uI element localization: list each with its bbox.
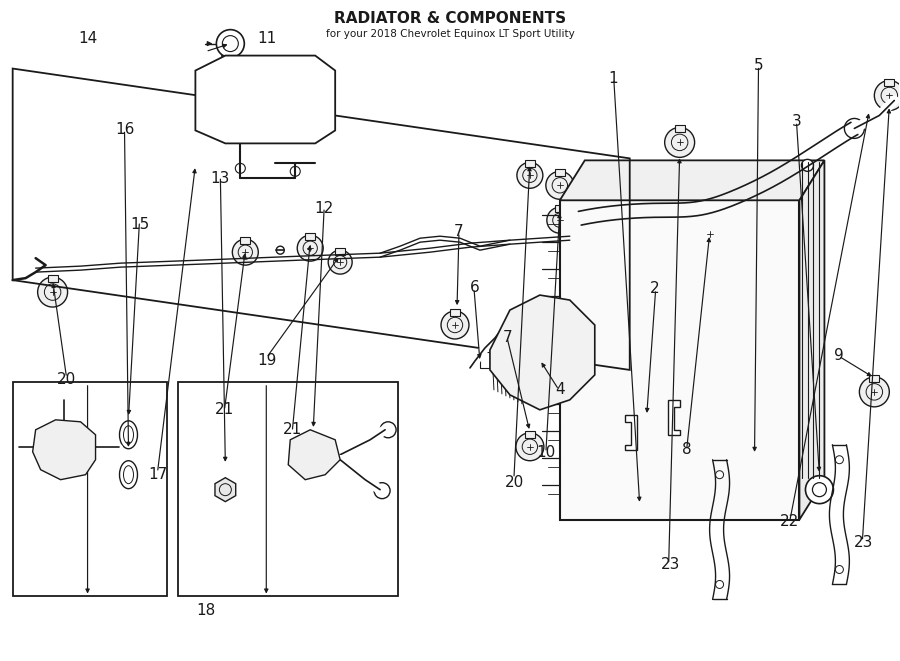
Text: 2: 2 (650, 281, 660, 295)
Text: 17: 17 (148, 467, 167, 482)
Polygon shape (240, 237, 250, 244)
Polygon shape (675, 126, 685, 132)
Polygon shape (869, 375, 879, 382)
Polygon shape (705, 218, 715, 225)
Polygon shape (490, 295, 595, 410)
Text: 14: 14 (78, 32, 97, 46)
Circle shape (516, 433, 544, 461)
Circle shape (441, 311, 469, 339)
Bar (178, 382, 398, 596)
Polygon shape (48, 275, 58, 282)
Text: 10: 10 (536, 445, 556, 460)
Circle shape (232, 239, 258, 265)
Polygon shape (554, 169, 565, 176)
Text: 21: 21 (284, 422, 302, 437)
Text: 21: 21 (215, 402, 234, 417)
Text: 22: 22 (780, 514, 799, 529)
Polygon shape (335, 248, 346, 255)
Polygon shape (560, 161, 824, 200)
Polygon shape (625, 415, 636, 449)
Text: 4: 4 (554, 382, 564, 397)
Text: 19: 19 (257, 353, 276, 368)
Text: 18: 18 (196, 603, 215, 617)
Polygon shape (668, 400, 680, 435)
Text: 11: 11 (257, 32, 276, 46)
Text: 23: 23 (854, 535, 873, 551)
Polygon shape (525, 161, 535, 167)
Text: 8: 8 (682, 442, 692, 457)
Ellipse shape (120, 421, 138, 449)
Polygon shape (885, 79, 895, 85)
Polygon shape (32, 420, 95, 480)
Text: 23: 23 (661, 557, 680, 572)
Text: 6: 6 (470, 280, 479, 295)
Text: 20: 20 (57, 372, 76, 387)
Ellipse shape (120, 461, 138, 488)
Text: 5: 5 (754, 58, 764, 73)
Text: 7: 7 (503, 330, 512, 344)
Polygon shape (450, 309, 460, 316)
Circle shape (860, 377, 889, 407)
Text: RADIATOR & COMPONENTS: RADIATOR & COMPONENTS (334, 11, 566, 26)
Text: 9: 9 (834, 348, 844, 363)
Text: 15: 15 (130, 217, 149, 233)
Polygon shape (799, 161, 824, 520)
Circle shape (276, 246, 284, 254)
Circle shape (665, 128, 695, 157)
Polygon shape (215, 478, 236, 502)
Circle shape (806, 476, 833, 504)
Circle shape (374, 483, 390, 498)
Text: 13: 13 (211, 171, 230, 186)
Text: 3: 3 (792, 114, 802, 129)
Circle shape (297, 235, 323, 261)
Circle shape (547, 208, 572, 233)
Polygon shape (195, 56, 335, 143)
Text: 12: 12 (315, 201, 334, 216)
Bar (215, 106, 256, 130)
Circle shape (802, 159, 814, 171)
Text: for your 2018 Chevrolet Equinox LT Sport Utility: for your 2018 Chevrolet Equinox LT Sport… (326, 28, 574, 38)
Circle shape (546, 171, 574, 199)
Polygon shape (288, 430, 340, 480)
Text: 16: 16 (115, 122, 134, 137)
Polygon shape (554, 206, 565, 212)
Text: 1: 1 (608, 71, 618, 86)
Polygon shape (525, 431, 535, 438)
Bar (560, 200, 799, 520)
Bar (13, 382, 167, 596)
Circle shape (380, 422, 396, 438)
Circle shape (517, 163, 543, 188)
Circle shape (328, 250, 352, 274)
Circle shape (696, 220, 724, 248)
Text: 20: 20 (505, 475, 525, 490)
Text: 7: 7 (454, 224, 464, 239)
Circle shape (844, 118, 864, 138)
Polygon shape (305, 233, 315, 240)
Circle shape (216, 30, 244, 58)
Circle shape (874, 81, 900, 110)
Circle shape (38, 277, 68, 307)
Polygon shape (480, 352, 495, 368)
Polygon shape (550, 382, 565, 398)
